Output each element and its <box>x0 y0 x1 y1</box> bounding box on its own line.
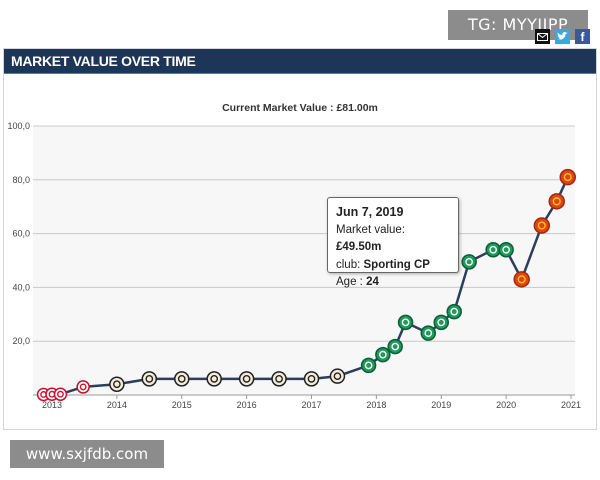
tooltip-market-value-label: Market value: <box>336 223 406 236</box>
data-point <box>397 314 414 331</box>
chart-title: Current Market Value : £81.00m <box>222 102 378 114</box>
data-point <box>387 338 403 355</box>
data-point <box>461 254 477 270</box>
twitter-icon[interactable] <box>555 29 570 44</box>
data-point-crest <box>563 173 572 182</box>
panel-title: MARKET VALUE OVER TIME <box>11 53 196 69</box>
tooltip: Jun 7, 2019 Market value: £49.50m club: … <box>327 197 459 288</box>
data-point-crest <box>364 361 373 370</box>
x-tick-label: 2013 <box>42 400 62 410</box>
tooltip-date: Jun 7, 2019 <box>336 205 404 219</box>
x-tick-label: 2020 <box>496 400 516 410</box>
data-point <box>206 371 222 387</box>
data-point-crest <box>437 318 446 327</box>
tooltip-age: 24 <box>366 276 379 288</box>
data-point <box>559 168 577 186</box>
y-tick-label: 60,0 <box>12 229 30 239</box>
data-point-crest <box>177 375 186 383</box>
tooltip-market-value-row: Market value: £49.50m <box>336 222 450 257</box>
data-point-crest <box>517 275 526 284</box>
y-tick-label: 40,0 <box>12 282 30 292</box>
data-point <box>303 371 320 387</box>
tooltip-club: Sporting CP <box>363 258 430 271</box>
tooltip-club-row: club: Sporting CP <box>336 257 450 275</box>
tooltip-age-label: Age : <box>336 276 363 288</box>
y-tick-label: 20,0 <box>12 336 30 346</box>
data-point <box>513 271 530 288</box>
data-point-crest <box>379 350 387 359</box>
x-tick-label: 2014 <box>107 400 127 410</box>
data-point-crest <box>552 197 561 206</box>
x-tick-label: 2018 <box>366 400 386 410</box>
x-tick-label: 2019 <box>431 400 451 410</box>
data-point <box>238 371 255 387</box>
data-point <box>360 357 377 374</box>
data-point <box>271 371 287 387</box>
tooltip-age-row: Age : 24 <box>336 274 450 292</box>
plot-background <box>33 126 575 395</box>
data-point-crest <box>79 383 87 391</box>
data-point-crest <box>502 245 510 254</box>
x-tick-label: 2017 <box>301 400 321 410</box>
data-point-crest <box>465 257 473 266</box>
data-point <box>141 371 158 387</box>
data-point-crest <box>145 375 154 383</box>
x-tick-label: 2015 <box>172 400 192 410</box>
data-point-crest <box>401 318 410 327</box>
data-point <box>76 380 90 394</box>
data-point <box>533 217 551 234</box>
data-point-crest <box>210 375 219 383</box>
data-point <box>53 387 68 401</box>
data-point-crest <box>489 245 498 254</box>
data-point <box>433 314 449 331</box>
data-point-crest <box>242 375 251 383</box>
data-point <box>329 368 346 384</box>
x-tick-label: 2021 <box>561 400 581 410</box>
data-point-crest <box>424 329 433 337</box>
data-point <box>485 241 501 258</box>
data-point-crest <box>450 307 459 316</box>
y-tick-label: 100,0 <box>7 121 30 131</box>
bottom-watermark: www.sxjfdb.com <box>10 440 164 468</box>
tooltip-market-value: £49.50m <box>336 241 382 253</box>
facebook-icon[interactable]: f <box>575 29 590 44</box>
data-point-crest <box>275 375 283 383</box>
y-tick-label: 80,0 <box>12 175 30 185</box>
tooltip-club-label: club: <box>336 258 361 271</box>
panel-header: MARKET VALUE OVER TIME <box>4 49 596 74</box>
x-tick-label: 2016 <box>237 400 257 410</box>
data-point-crest <box>333 372 342 381</box>
mail-icon[interactable] <box>535 29 550 44</box>
data-point-crest <box>307 375 316 383</box>
data-point-crest <box>113 380 121 389</box>
data-point <box>548 193 565 210</box>
data-point <box>174 371 190 387</box>
data-point-crest <box>537 221 546 230</box>
data-point <box>109 376 125 392</box>
data-point-crest <box>57 390 64 398</box>
data-point <box>375 346 391 363</box>
data-point <box>446 303 462 320</box>
data-point-crest <box>391 342 400 351</box>
data-point <box>420 325 437 341</box>
data-point <box>498 241 514 258</box>
